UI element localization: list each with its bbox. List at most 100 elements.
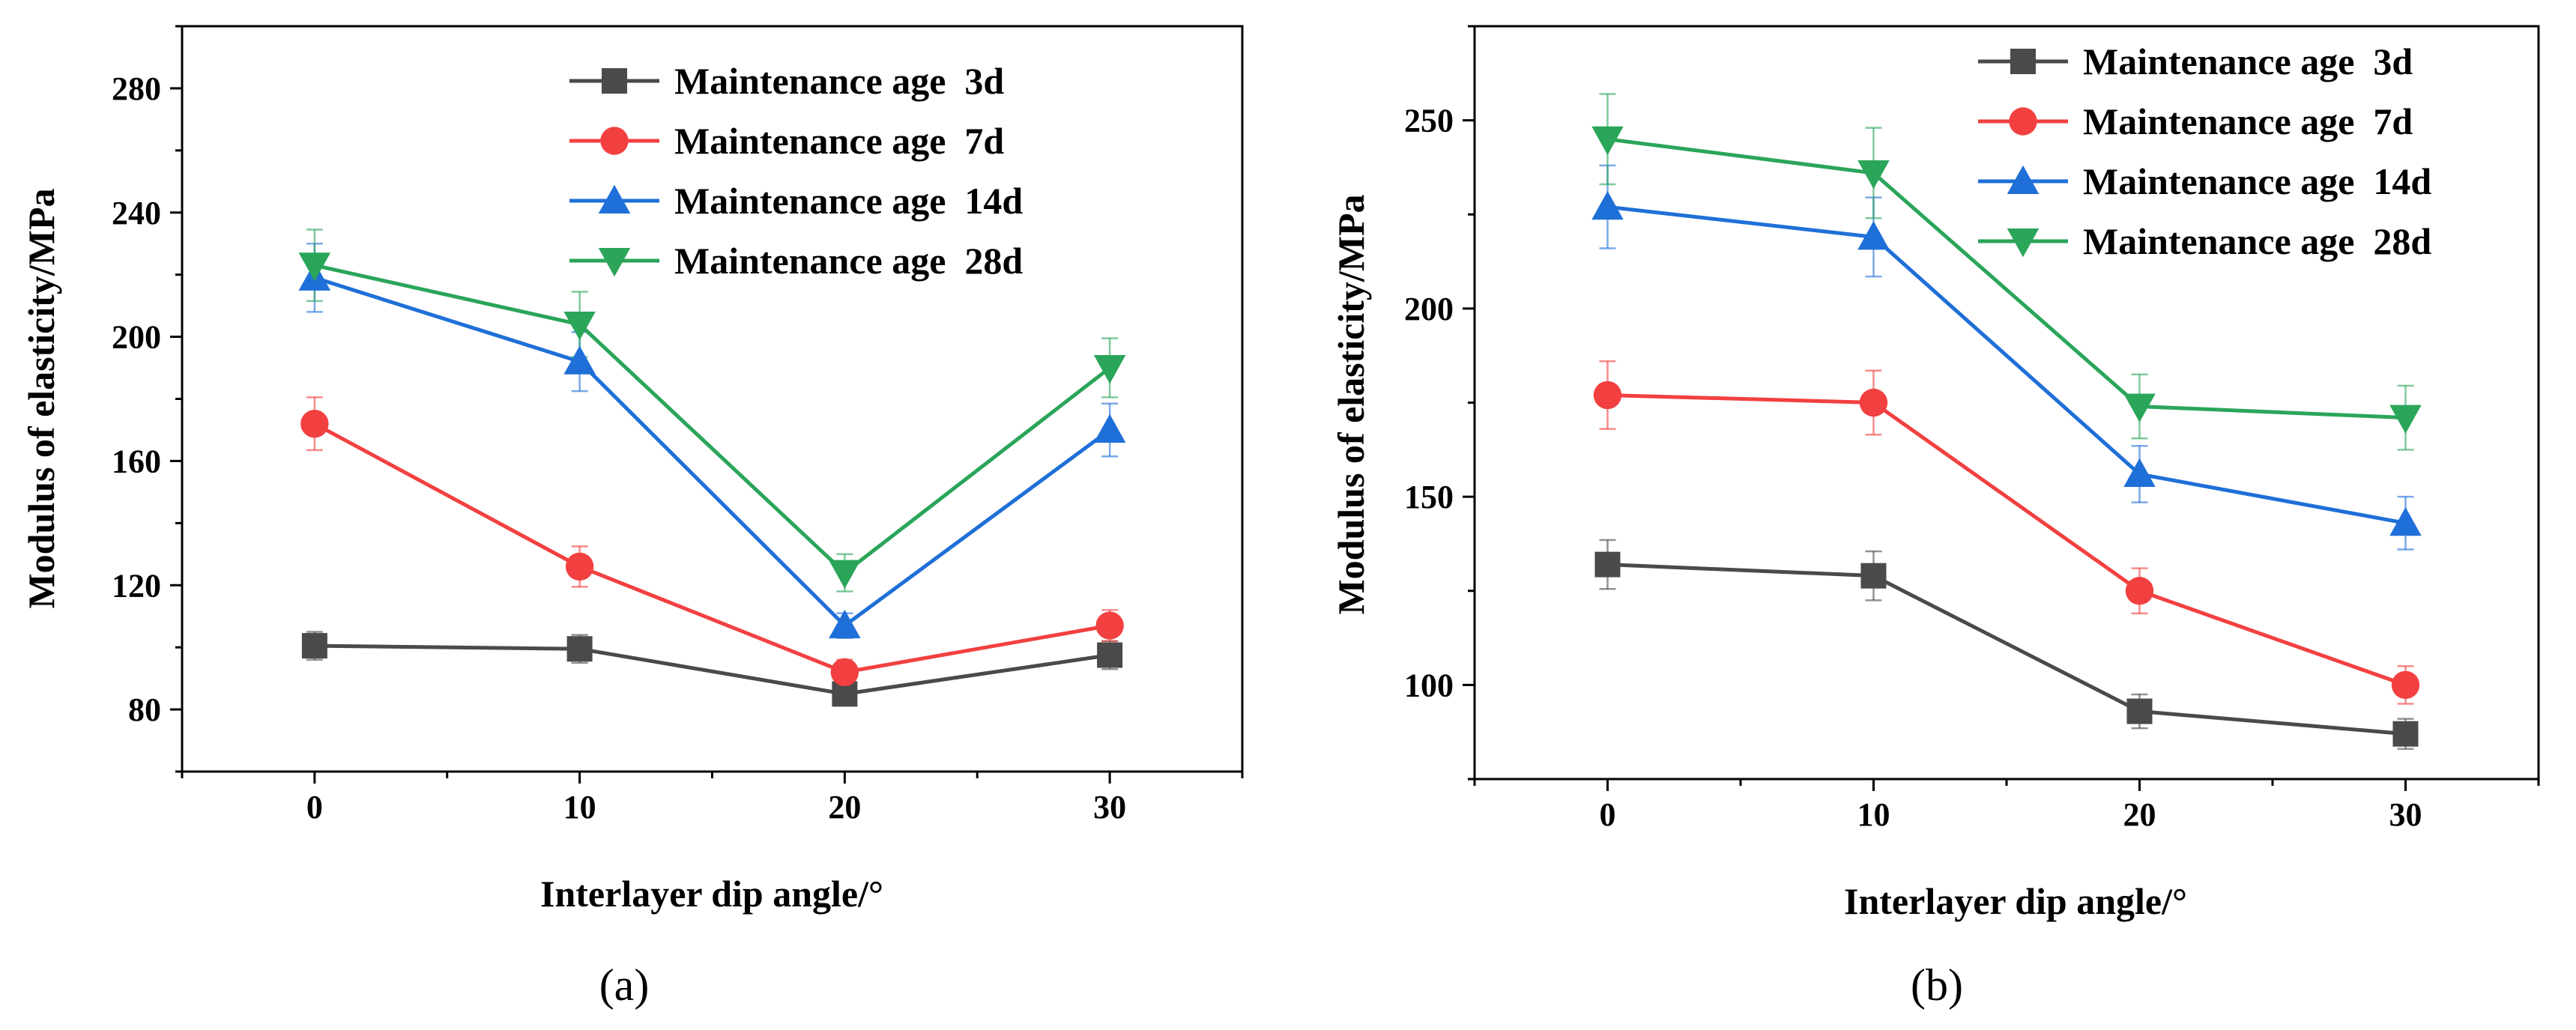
legend-label: Maintenance age 28d — [674, 240, 1023, 282]
legend-entry: Maintenance age 3d — [1978, 40, 2413, 82]
data-point — [566, 636, 593, 662]
legend-marker — [600, 127, 629, 155]
x-tick-label: 0 — [306, 789, 323, 825]
legend-marker — [598, 184, 631, 213]
series-line — [1607, 563, 2406, 736]
data-point — [1093, 355, 1126, 384]
series-line — [314, 643, 1110, 696]
x-tick-group: 0 10 20 30 — [181, 772, 1244, 825]
marker-group — [1591, 126, 2422, 747]
y-axis-title: Modulus of elasticity/MPa — [20, 188, 62, 608]
y-tick-group: 80 120 160 200 240 280 — [112, 25, 182, 773]
y-tick-label: 200 — [112, 319, 161, 356]
y-tick-label: 200 — [1404, 291, 1454, 327]
x-tick-label: 30 — [1093, 789, 1126, 825]
x-axis-title: Interlayer dip angle/° — [540, 873, 883, 915]
x-tick-group: 0 10 20 30 — [1473, 779, 2540, 833]
y-tick-label: 150 — [1404, 479, 1454, 515]
data-point — [301, 633, 327, 659]
legend-label: Maintenance age 7d — [674, 120, 1004, 162]
legend-entry: Maintenance age 28d — [569, 240, 1023, 282]
y-tick-label: 250 — [1404, 103, 1454, 139]
data-point — [2126, 698, 2153, 724]
legend: Maintenance age 3d Maintenance age 7d Main… — [1978, 40, 2431, 262]
data-point — [1591, 190, 1624, 220]
x-tick-label: 20 — [2123, 796, 2156, 833]
data-point — [1857, 160, 1890, 190]
legend-marker — [2009, 107, 2037, 136]
data-point — [2392, 721, 2419, 747]
data-point — [829, 609, 861, 639]
x-tick-label: 10 — [1857, 796, 1890, 833]
chart-panel-a: 80 120 160 200 240 280 0 10 20 30 Maintenance ag… — [20, 25, 1244, 1010]
error-bar-group — [306, 228, 1119, 706]
data-point — [2123, 458, 2156, 487]
series-line — [1607, 137, 2406, 420]
data-point — [1859, 388, 1888, 417]
data-point — [1860, 563, 1887, 589]
series-line — [1607, 205, 2406, 525]
x-tick-label: 10 — [563, 789, 596, 825]
data-point — [829, 560, 861, 589]
legend-label: Maintenance age 14d — [674, 180, 1023, 222]
data-point — [1857, 221, 1890, 250]
legend-marker — [602, 68, 627, 94]
y-axis-title: Modulus of elasticity/MPa — [1330, 194, 1372, 614]
legend-entry: Maintenance age 28d — [1978, 220, 2431, 262]
y-tick-label: 100 — [1404, 667, 1454, 703]
y-tick-label: 280 — [112, 70, 161, 107]
series-line-group — [313, 263, 1111, 696]
data-point — [1593, 381, 1622, 410]
data-point — [2389, 507, 2422, 536]
legend: Maintenance age 3d Maintenance age 7d Main… — [569, 60, 1023, 282]
legend-marker — [598, 248, 631, 277]
data-point — [2125, 577, 2154, 605]
series-line-group — [1607, 137, 2407, 736]
y-tick-label: 80 — [128, 691, 161, 728]
legend-entry: Maintenance age 14d — [1978, 160, 2431, 202]
data-point — [1591, 126, 1624, 155]
data-point — [563, 312, 596, 341]
data-point — [565, 552, 594, 581]
y-tick-label: 240 — [112, 195, 161, 231]
legend-label: Maintenance age 28d — [2083, 220, 2431, 262]
legend-entry: Maintenance age 7d — [569, 120, 1004, 162]
series-line — [313, 422, 1110, 674]
data-point — [1095, 611, 1124, 640]
y-tick-group: 100 150 200 250 — [1404, 25, 1475, 781]
panel-label-a: (a) — [599, 960, 650, 1010]
data-point — [1093, 413, 1126, 443]
legend-marker — [2007, 228, 2040, 258]
data-point — [830, 658, 859, 687]
data-point — [1594, 551, 1621, 578]
series-line — [314, 263, 1111, 575]
x-tick-label: 20 — [828, 789, 861, 825]
legend-entry: Maintenance age 14d — [569, 180, 1023, 222]
data-point — [2123, 393, 2156, 422]
data-point — [298, 252, 331, 282]
x-tick-label: 0 — [1600, 796, 1616, 833]
panel-label-b: (b) — [1911, 960, 1963, 1010]
x-tick-label: 30 — [2389, 796, 2422, 833]
legend-marker — [2007, 165, 2040, 194]
data-point — [1097, 642, 1123, 668]
legend-label: Maintenance age 14d — [2083, 160, 2431, 202]
data-point — [563, 345, 596, 375]
legend-label: Maintenance age 7d — [2083, 100, 2413, 142]
legend-entry: Maintenance age 3d — [569, 60, 1004, 102]
series-line — [1607, 393, 2407, 687]
data-point — [2389, 405, 2422, 434]
series-line — [314, 276, 1111, 628]
y-tick-label: 160 — [112, 443, 161, 479]
legend-label: Maintenance age 3d — [2083, 40, 2413, 82]
legend-label: Maintenance age 3d — [674, 60, 1004, 102]
data-point — [2391, 670, 2420, 700]
y-tick-label: 120 — [112, 567, 161, 604]
x-axis-title: Interlayer dip angle/° — [1844, 880, 2187, 922]
legend-entry: Maintenance age 7d — [1978, 100, 2413, 142]
legend-marker — [2010, 49, 2036, 74]
data-point — [300, 409, 329, 438]
marker-group — [298, 252, 1126, 707]
